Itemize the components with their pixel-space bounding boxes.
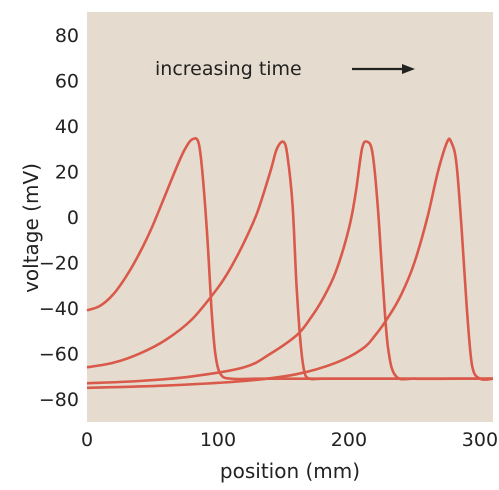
y-tick-label: 80 bbox=[55, 25, 79, 47]
x-tick-label: 100 bbox=[200, 429, 236, 451]
y-tick-label: 0 bbox=[67, 207, 79, 229]
annotation-text: increasing time bbox=[155, 58, 302, 80]
y-tick-labels: 80 60 40 20 0 −20 −40 −60 −80 bbox=[39, 25, 79, 411]
x-tick-label: 300 bbox=[462, 429, 498, 451]
series-line-3 bbox=[86, 140, 493, 385]
y-tick-label: −80 bbox=[39, 389, 79, 411]
series-line-4 bbox=[86, 137, 494, 390]
annotation-arrow-icon bbox=[352, 64, 415, 74]
series-line-2 bbox=[86, 140, 493, 381]
y-axis-label: voltage (mV) bbox=[19, 163, 43, 293]
y-tick-label: 40 bbox=[55, 116, 79, 138]
plot-background bbox=[87, 12, 493, 422]
series-lines bbox=[86, 136, 494, 390]
x-tick-label: 0 bbox=[81, 429, 93, 451]
x-axis-label: position (mm) bbox=[220, 459, 360, 483]
x-tick-labels: 0 100 200 300 bbox=[81, 429, 498, 451]
y-tick-label: −40 bbox=[39, 298, 79, 320]
y-tick-label: 60 bbox=[55, 70, 79, 92]
x-tick-label: 200 bbox=[331, 429, 367, 451]
series-line-1 bbox=[86, 136, 493, 381]
y-tick-label: 20 bbox=[55, 161, 79, 183]
y-tick-label: −60 bbox=[39, 344, 79, 366]
y-tick-label: −20 bbox=[39, 253, 79, 275]
